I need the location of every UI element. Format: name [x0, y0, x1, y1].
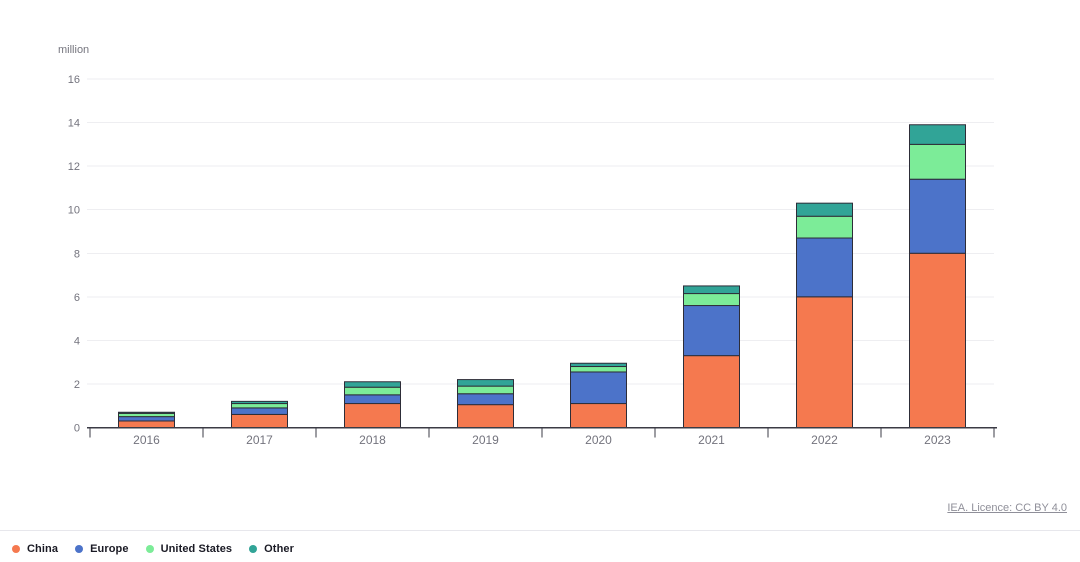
bar-segment-2017-other[interactable]	[231, 400, 288, 405]
bar-segment-2023-china[interactable]	[909, 252, 966, 428]
legend-dot-europe	[75, 545, 84, 553]
legend-label-united-states: United States	[160, 543, 233, 555]
bar-segment-2019-other[interactable]	[457, 379, 514, 387]
bar-segment-2021-other[interactable]	[683, 285, 740, 295]
legend-label-china: China	[27, 543, 59, 555]
bar-segment-2018-china[interactable]	[344, 403, 401, 428]
x-axis-category-label: 2021	[698, 433, 725, 447]
bar-segment-2017-united-states[interactable]	[231, 403, 288, 409]
bar-segment-2023-other[interactable]	[909, 124, 966, 145]
legend-label-other: Other	[264, 543, 294, 555]
bar-segment-2022-united-states[interactable]	[796, 215, 853, 239]
x-axis-category-label: 2016	[133, 433, 160, 447]
iea-licence-link[interactable]: IEA. Licence: CC BY 4.0	[947, 502, 1067, 514]
bar-segment-2021-china[interactable]	[683, 355, 740, 429]
x-axis-category-label: 2017	[246, 433, 273, 447]
bar-segment-2018-europe[interactable]	[344, 394, 401, 405]
legend-item-china[interactable]: China	[12, 543, 58, 555]
footer: IEA. Licence: CC BY 4.0	[947, 502, 1067, 514]
y-axis-unit-label: million	[58, 44, 90, 56]
y-axis-tick-label: 0	[74, 423, 80, 435]
legend-dot-other	[249, 545, 258, 553]
y-axis-tick-label: 16	[68, 74, 80, 86]
x-axis-category-label: 2020	[585, 433, 612, 447]
y-axis-tick-label: 6	[74, 292, 80, 304]
bar-segment-2023-united-states[interactable]	[909, 143, 966, 180]
stacked-bar-chart: 0 2 4 6 8 10 12 14 16 2016 2017 2018 2019 2020 2021 202…	[68, 74, 997, 447]
x-axis-category-label: 2019	[472, 433, 499, 447]
bar-segment-2021-united-states[interactable]	[683, 293, 740, 307]
bar-segment-2019-europe[interactable]	[457, 393, 514, 406]
bar-segment-2022-other[interactable]	[796, 202, 853, 217]
bar-segment-2019-china[interactable]	[457, 404, 514, 429]
bar-segment-2020-united-states[interactable]	[570, 366, 627, 373]
bar-segment-2022-europe[interactable]	[796, 237, 853, 298]
legend-item-other[interactable]: Other	[249, 543, 294, 555]
bar-segment-2021-europe[interactable]	[683, 305, 740, 357]
bar-segment-2016-china[interactable]	[118, 420, 175, 429]
x-axis-category-label: 2022	[811, 433, 838, 447]
y-axis-tick-label: 2	[74, 379, 80, 391]
bar-segment-2018-united-states[interactable]	[344, 386, 401, 396]
bar-segment-2023-europe[interactable]	[909, 178, 966, 254]
y-axis-tick-label: 4	[74, 335, 80, 347]
legend-item-europe[interactable]: Europe	[75, 543, 129, 555]
legend-dot-united-states	[145, 545, 154, 553]
legend-item-united-states[interactable]: United States	[145, 543, 233, 555]
bar-segment-2020-europe[interactable]	[570, 371, 627, 405]
footer-divider	[0, 530, 1080, 531]
y-axis-tick-label: 12	[68, 161, 80, 173]
bar-segment-2018-other[interactable]	[344, 381, 401, 388]
legend-label-europe: Europe	[90, 543, 129, 555]
x-axis-category-label: 2018	[359, 433, 386, 447]
bar-segment-2017-china[interactable]	[231, 413, 288, 429]
bar-segment-2016-europe[interactable]	[118, 416, 175, 422]
bar-segment-2022-china[interactable]	[796, 296, 853, 428]
y-axis-tick-label: 8	[74, 248, 80, 260]
bar-segment-2020-other[interactable]	[570, 362, 627, 368]
bar-segment-2016-other[interactable]	[118, 411, 175, 414]
y-axis-tick-label: 10	[68, 205, 80, 217]
y-axis-tick-label: 14	[68, 118, 80, 130]
bar-segment-2017-europe[interactable]	[231, 407, 288, 415]
legend-dot-china	[12, 545, 20, 553]
chart-legend: China Europe United States Other	[12, 540, 294, 558]
bar-segment-2019-united-states[interactable]	[457, 385, 514, 395]
x-axis-category-label: 2023	[924, 433, 951, 447]
bar-segment-2020-china[interactable]	[570, 403, 627, 428]
